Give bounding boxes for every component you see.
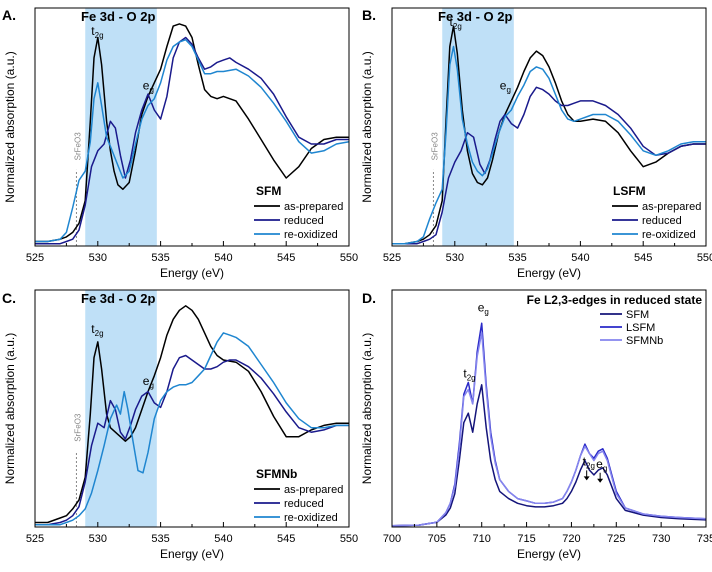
panel-title: Fe L2,3-edges in reduced state [527,293,703,307]
legend-sample-label: SFMNb [256,467,297,481]
x-tick-label: 550 [340,252,358,264]
series-line-re-oxidized [35,38,350,243]
peak-label-subscript: g [149,381,153,390]
legend-label: reduced [642,215,682,227]
peak-label-subscript: 2g [95,329,104,338]
x-tick-label: 545 [277,252,295,264]
srfeo3-marker-label: SrFeO3 [73,413,82,442]
series-line-reduced [392,86,706,245]
x-tick-label: 525 [26,252,44,264]
y-axis-label: Normalized absorption (a.u.) [3,51,17,202]
peak-arrowhead [597,478,604,483]
legend-label: LSFM [626,322,655,334]
plot-frame [391,289,707,528]
legend-label: reduced [284,498,324,510]
y-axis-label: Normalized absorption (a.u.) [3,333,17,484]
peak-label-subscript: g [603,464,607,473]
highlight-band [442,8,514,246]
peak-arrowhead [583,476,590,481]
srfeo3-marker-label: SrFeO3 [430,132,439,161]
peak-label-subscript: 2g [453,22,462,31]
panel-c: SrFeO3 525 530 535 540 545 550 Energy (eV) Norma… [2,289,358,561]
legend-sample-label: LSFM [613,184,646,198]
series-line-re-oxidized [35,332,349,526]
legend-label: reduced [284,215,324,227]
x-tick-label: 550 [340,533,358,545]
peak-label: eg [143,79,154,95]
peak-label-subscript: g [149,86,153,95]
x-tick-label: 710 [473,533,491,545]
y-axis-label: Normalized absorption (a.u.) [360,51,374,202]
legend-label: re-oxidized [642,229,696,241]
legend-sample-label: SFM [256,184,281,198]
panel-b: SrFeO3 525 530 535 540 545 550 Energy (eV) Norma… [360,7,712,280]
panel-a: SrFeO3 525 530 535 540 545 550 Energy (eV) Norma… [2,7,358,280]
peak-label: eg [596,457,607,473]
srfeo3-marker-label: SrFeO3 [73,132,82,161]
series-line-sfmnb [391,331,707,527]
x-tick-label: 530 [89,252,107,264]
panel-label: A. [2,7,16,23]
panel-title: Fe 3d - O 2p [438,9,512,24]
x-tick-label: 720 [562,533,580,545]
series-line-as-prepared [35,305,349,524]
x-axis-label: Energy (eV) [517,547,581,561]
x-tick-label: 550 [697,252,712,264]
peak-label-subscript: 2g [467,374,476,383]
x-tick-label: 545 [277,533,295,545]
x-axis-label: Energy (eV) [517,266,581,280]
highlight-band [85,8,157,246]
peak-label-subscript: 2g [586,461,595,470]
y-axis-label: Normalized absorption (a.u.) [360,333,374,484]
x-tick-label: 530 [446,252,464,264]
series-line-sfm [391,384,707,527]
panel-d: 700 705 710 715 720 725 730 735 Energy (eV) Norma… [360,289,712,561]
x-tick-label: 705 [428,533,446,545]
x-tick-label: 700 [383,533,401,545]
peak-label: t2g [463,367,475,383]
x-tick-label: 735 [697,533,712,545]
x-tick-label: 535 [151,252,169,264]
legend-label: re-oxidized [284,512,338,524]
x-tick-label: 525 [26,533,44,545]
legend-label: as-prepared [284,484,343,496]
legend-label: as-prepared [284,201,343,213]
x-tick-label: 535 [151,533,169,545]
panel-label: B. [362,7,376,23]
x-tick-label: 545 [634,252,652,264]
peak-label: eg [478,300,489,316]
series-line-as-prepared [35,23,349,243]
panel-title: Fe 3d - O 2p [81,291,155,306]
series-line-lsfm [391,322,707,527]
peak-label-subscript: g [484,307,488,316]
panel-title: Fe 3d - O 2p [81,9,155,24]
x-tick-label: 530 [89,533,107,545]
legend-label: re-oxidized [284,229,338,241]
legend-label: as-prepared [642,201,701,213]
panel-label: C. [2,290,16,306]
legend-label: SFMNb [626,335,663,347]
x-tick-label: 540 [214,533,232,545]
series-line-re-oxidized [392,45,706,245]
peak-label: eg [500,79,511,95]
legend-label: SFM [626,309,649,321]
x-axis-label: Energy (eV) [160,266,224,280]
x-axis-label: Energy (eV) [160,547,224,561]
peak-label: eg [143,374,154,390]
x-tick-label: 540 [214,252,232,264]
x-tick-label: 525 [383,252,401,264]
panel-label: D. [362,290,376,306]
x-tick-label: 535 [508,252,526,264]
x-tick-label: 540 [571,252,589,264]
peak-label-subscript: g [506,86,510,95]
x-tick-label: 715 [517,533,535,545]
x-tick-label: 725 [607,533,625,545]
peak-label-subscript: 2g [95,31,104,40]
series-line-reduced [35,36,349,245]
x-tick-label: 730 [652,533,670,545]
